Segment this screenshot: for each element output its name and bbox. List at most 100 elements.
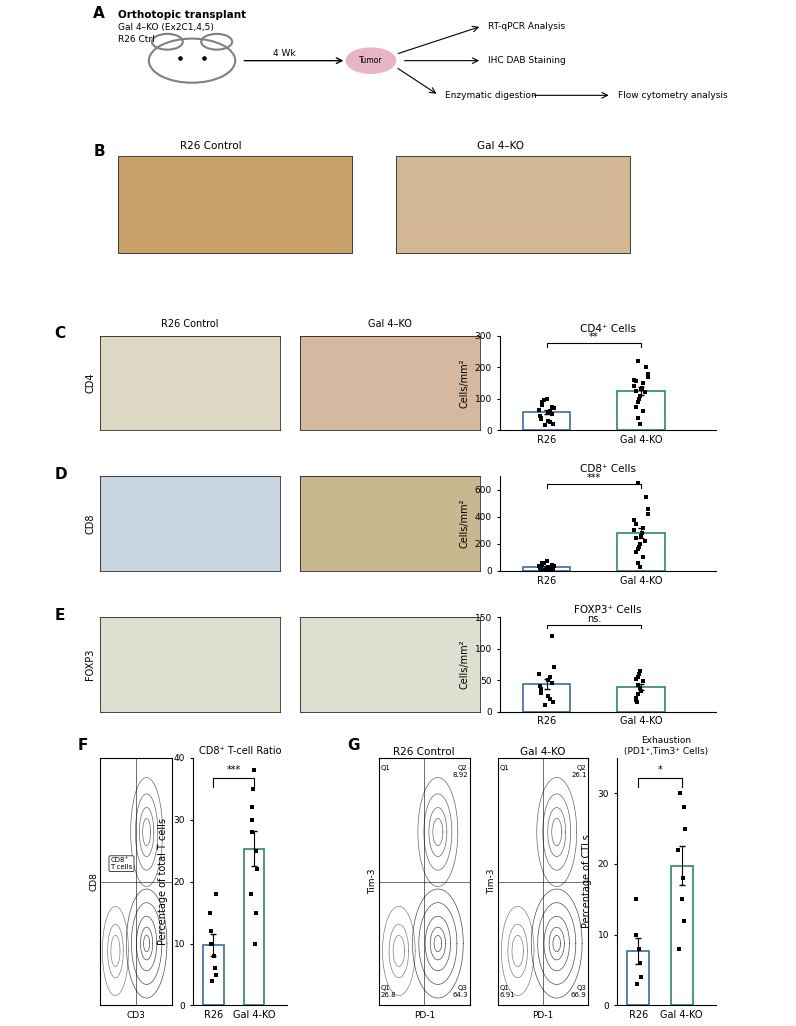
Point <box>628 378 641 394</box>
Point <box>631 976 644 992</box>
Point <box>537 555 550 571</box>
Text: D: D <box>54 467 67 482</box>
Point <box>633 941 646 957</box>
Point <box>542 404 555 421</box>
Point <box>630 892 642 908</box>
Title: FOXP3⁺ Cells: FOXP3⁺ Cells <box>574 605 642 615</box>
Point <box>673 941 685 957</box>
Bar <box>627 951 650 1005</box>
Point <box>636 549 649 565</box>
Point <box>536 395 548 411</box>
Text: Enzymatic digestion: Enzymatic digestion <box>445 91 537 100</box>
Point <box>205 936 217 952</box>
Point <box>247 781 259 797</box>
Point <box>533 678 546 695</box>
Point <box>634 663 646 679</box>
Point <box>544 690 556 707</box>
Point <box>535 684 548 701</box>
Point <box>544 561 556 578</box>
Point <box>630 689 642 706</box>
Point <box>536 556 548 573</box>
Point <box>249 904 262 920</box>
Y-axis label: CD8: CD8 <box>89 872 98 891</box>
Y-axis label: Cells/mm²: Cells/mm² <box>459 639 469 689</box>
Point <box>633 666 646 682</box>
Point <box>642 501 654 517</box>
Point <box>248 762 261 779</box>
Point <box>631 541 644 557</box>
Title: R26 Control: R26 Control <box>393 747 455 757</box>
Point <box>544 415 556 431</box>
Point <box>250 842 263 859</box>
Point <box>536 397 548 413</box>
Point <box>545 398 558 415</box>
Point <box>631 555 644 571</box>
Point <box>636 525 649 542</box>
Point <box>536 556 548 573</box>
X-axis label: PD-1: PD-1 <box>414 1011 435 1020</box>
Point <box>677 870 689 886</box>
Point <box>629 398 642 415</box>
Text: Tumor: Tumor <box>359 56 383 66</box>
Text: Q1: Q1 <box>500 765 509 772</box>
Point <box>535 409 548 426</box>
Text: **: ** <box>589 332 599 343</box>
Point <box>631 669 644 685</box>
Text: R26 Ctrl: R26 Ctrl <box>118 36 154 44</box>
Y-axis label: FOXP3: FOXP3 <box>85 648 96 680</box>
Point <box>209 960 221 977</box>
Point <box>639 359 652 376</box>
Y-axis label: Cells/mm²: Cells/mm² <box>459 358 469 407</box>
Point <box>634 416 646 432</box>
Point <box>210 966 223 983</box>
Point <box>548 660 560 676</box>
Point <box>246 824 259 840</box>
Title: CD4⁺ Cells: CD4⁺ Cells <box>580 323 636 333</box>
Point <box>631 677 644 694</box>
Bar <box>618 686 665 712</box>
Point <box>630 515 642 531</box>
Text: ***: *** <box>227 765 241 775</box>
Point <box>546 406 559 423</box>
X-axis label: PD-1: PD-1 <box>533 1011 554 1020</box>
Point <box>546 559 559 576</box>
Text: Gal 4–KO: Gal 4–KO <box>477 141 524 151</box>
Point <box>536 394 548 410</box>
Point <box>633 391 646 407</box>
Point <box>540 553 553 569</box>
Point <box>628 522 641 539</box>
Point <box>205 923 217 940</box>
Text: A: A <box>93 5 105 21</box>
Bar <box>523 683 570 712</box>
Point <box>629 544 642 560</box>
Point <box>635 969 648 985</box>
Point <box>542 412 555 429</box>
Point <box>244 885 257 902</box>
Point <box>672 841 685 858</box>
Point <box>546 675 559 692</box>
Point <box>204 904 217 920</box>
Text: ns.: ns. <box>587 614 601 624</box>
Point <box>544 403 556 420</box>
Point <box>535 560 548 577</box>
Text: Gal 4–KO (Ex2C1,4,5): Gal 4–KO (Ex2C1,4,5) <box>118 23 214 32</box>
Point <box>639 532 652 549</box>
Point <box>632 353 645 369</box>
Point <box>633 539 646 555</box>
Text: Q3
66.9: Q3 66.9 <box>571 985 587 998</box>
Point <box>636 403 649 420</box>
Point <box>642 506 654 522</box>
Text: F: F <box>78 738 88 753</box>
Bar <box>396 156 630 252</box>
Point <box>547 561 560 578</box>
Point <box>678 912 691 929</box>
Point <box>630 692 642 708</box>
Text: R26 Control: R26 Control <box>180 141 241 151</box>
Text: Q3
64.3: Q3 64.3 <box>452 985 468 998</box>
Point <box>535 560 548 577</box>
Point <box>248 936 261 952</box>
Text: CD8⁺
T cells: CD8⁺ T cells <box>111 857 133 870</box>
Text: Q2
8.92: Q2 8.92 <box>452 765 468 778</box>
Point <box>544 669 556 685</box>
Y-axis label: Percentage of CTLs: Percentage of CTLs <box>582 835 592 929</box>
